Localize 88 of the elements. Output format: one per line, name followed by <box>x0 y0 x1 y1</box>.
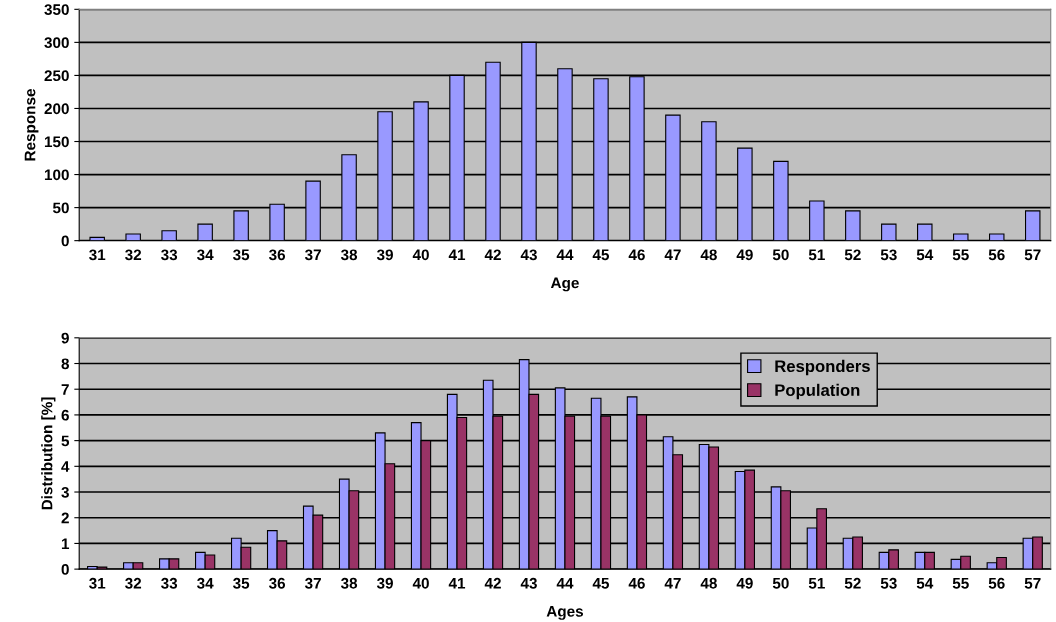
x-axis-title: Age <box>550 277 579 292</box>
x-tick-label: 31 <box>89 249 106 261</box>
bar <box>1024 210 1041 241</box>
y-tick-label: 8 <box>61 358 70 370</box>
x-tick-label: 55 <box>952 249 969 261</box>
x-tick-label: 49 <box>736 577 753 589</box>
x-tick-label: 42 <box>484 249 501 261</box>
y-tick-label: 7 <box>61 384 69 395</box>
y-tick-label: 150 <box>44 136 69 148</box>
y-tick-label: 2 <box>61 512 69 524</box>
x-tick-label: 37 <box>304 577 321 589</box>
x-tick-label: 51 <box>808 249 825 261</box>
bar <box>988 233 1005 241</box>
x-tick-label: 52 <box>844 249 861 261</box>
x-tick-label: 37 <box>304 249 321 261</box>
x-tick-label: 38 <box>340 249 358 261</box>
x-tick-label: 51 <box>808 578 825 589</box>
x-tick-label: 36 <box>268 577 286 589</box>
y-tick-label: 1 <box>61 538 70 549</box>
legend-label: Population <box>775 383 860 400</box>
x-tick-label: 40 <box>412 249 429 261</box>
x-tick-label: 49 <box>736 249 753 261</box>
y-tick-label: 350 <box>44 4 69 16</box>
x-tick-label: 46 <box>628 249 645 261</box>
x-tick-label: 32 <box>125 249 142 261</box>
x-tick-label: 48 <box>700 249 717 261</box>
x-tick-label: 57 <box>1024 249 1041 261</box>
x-tick-label: 53 <box>880 249 897 261</box>
x-tick-label: 39 <box>376 249 393 261</box>
x-tick-label: 47 <box>664 578 681 589</box>
y-tick-label: 300 <box>44 37 69 49</box>
y-tick-label: 9 <box>61 332 69 344</box>
bar <box>917 223 933 241</box>
y-tick-label: 5 <box>61 435 70 447</box>
x-tick-label: 41 <box>448 249 466 261</box>
x-tick-label: 45 <box>592 249 610 261</box>
x-tick-label: 45 <box>592 578 610 589</box>
y-tick-label: 50 <box>52 202 69 214</box>
x-tick-label: 36 <box>268 249 286 261</box>
x-tick-label: 57 <box>1024 578 1041 589</box>
x-tick-label: 56 <box>988 577 1005 589</box>
x-tick-label: 40 <box>412 577 429 589</box>
x-tick-label: 43 <box>520 577 537 589</box>
y-tick-label: 6 <box>61 409 69 421</box>
x-tick-label: 54 <box>916 578 934 589</box>
x-tick-label: 53 <box>880 577 897 589</box>
legend-label: Responders <box>775 359 870 376</box>
bar <box>161 230 177 241</box>
x-tick-label: 41 <box>448 578 466 589</box>
x-tick-label: 47 <box>664 249 681 261</box>
y-tick-label: 4 <box>61 461 70 472</box>
x-tick-label: 42 <box>484 577 501 589</box>
x-tick-label: 31 <box>89 577 106 589</box>
x-tick-label: 56 <box>988 249 1005 261</box>
x-tick-label: 35 <box>232 249 250 261</box>
y-tick-label: 0 <box>61 235 69 247</box>
bar <box>125 233 141 241</box>
bar <box>197 223 213 241</box>
x-tick-label: 33 <box>161 249 178 261</box>
x-tick-label: 46 <box>628 577 645 589</box>
x-tick-label: 34 <box>196 577 214 589</box>
y-tick-label: 100 <box>44 169 69 181</box>
x-tick-label: 50 <box>772 577 789 589</box>
y-tick-label: 3 <box>61 486 69 498</box>
y-axis-title: Distribution [%] <box>41 397 56 510</box>
x-tick-label: 35 <box>232 577 250 589</box>
x-tick-label: 43 <box>520 249 537 261</box>
y-axis-title: Response <box>24 89 39 161</box>
x-tick-label: 50 <box>772 249 789 261</box>
bar <box>233 210 249 241</box>
x-tick-label: 44 <box>556 249 574 261</box>
x-tick-label: 55 <box>952 578 969 589</box>
x-tick-label: 44 <box>556 578 574 589</box>
bar <box>953 233 969 241</box>
y-tick-label: 200 <box>44 103 69 115</box>
y-tick-label: 250 <box>44 70 69 82</box>
x-tick-label: 33 <box>161 577 178 589</box>
x-tick-label: 38 <box>340 577 358 589</box>
bar <box>881 223 897 241</box>
x-tick-label: 39 <box>376 577 393 589</box>
x-axis-title: Ages <box>546 606 584 620</box>
y-tick-label: 0 <box>61 564 69 575</box>
bar <box>845 210 861 241</box>
x-tick-label: 54 <box>916 249 934 261</box>
x-tick-label: 32 <box>125 577 142 589</box>
x-tick-label: 48 <box>700 577 717 589</box>
x-tick-label: 52 <box>844 577 861 589</box>
x-tick-label: 34 <box>196 249 214 261</box>
